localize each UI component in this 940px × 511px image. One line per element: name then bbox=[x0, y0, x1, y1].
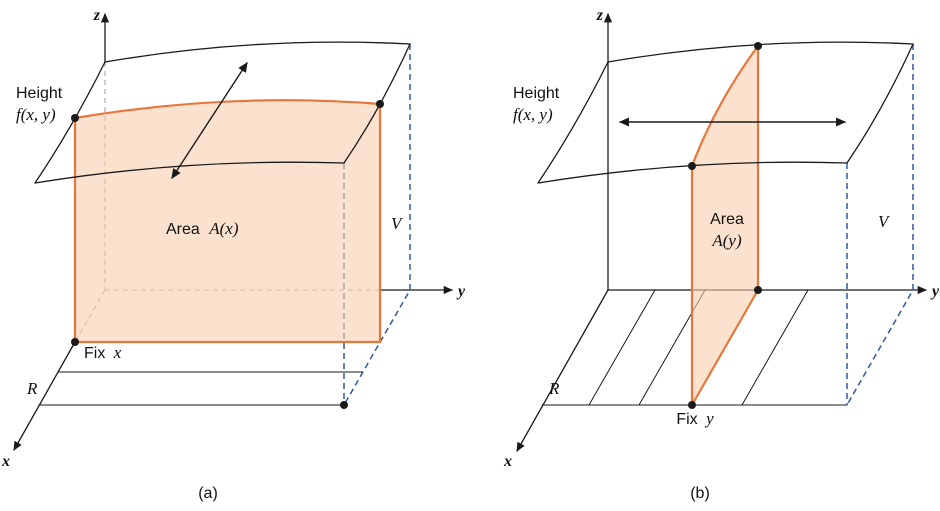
sweep-arrow-x bbox=[171, 62, 248, 179]
x-axis bbox=[516, 289, 609, 452]
fix-word: Fix bbox=[676, 411, 697, 428]
height-label: Height bbox=[16, 85, 63, 102]
volume-label: V bbox=[391, 214, 404, 233]
surface-left-curve bbox=[537, 61, 609, 184]
area-math: A(y) bbox=[711, 231, 742, 250]
height-function-label: f(x, y) bbox=[16, 105, 56, 124]
region-label: R bbox=[26, 379, 38, 398]
slice-corner-dot bbox=[376, 100, 384, 108]
fix-x-label: Fix x bbox=[84, 343, 122, 362]
panel-b: Height f(x, y) z y x Area A(y) V R Fix y… bbox=[503, 7, 940, 502]
height-function-label: f(x, y) bbox=[513, 105, 553, 124]
x-axis bbox=[13, 341, 76, 451]
area-label: Area A(x) bbox=[166, 219, 239, 238]
area-word: Area bbox=[166, 221, 200, 238]
fix-y-dot bbox=[688, 401, 696, 409]
x-axis-label: x bbox=[1, 453, 10, 470]
fix-math: y bbox=[704, 409, 714, 428]
region-label: R bbox=[548, 379, 560, 398]
region-corner-dot bbox=[340, 401, 348, 409]
region-grid-line bbox=[588, 289, 656, 406]
caption-b: (b) bbox=[690, 485, 710, 502]
panel-a: Height f(x, y) z y x Area A(x) V R Fix x… bbox=[1, 7, 466, 502]
surface-left-curve bbox=[34, 61, 106, 184]
area-word: Area bbox=[710, 211, 744, 228]
y-axis-label: y bbox=[456, 283, 466, 300]
slice-corner-dot bbox=[754, 42, 762, 50]
area-math: A(x) bbox=[208, 219, 239, 238]
x-axis-label: x bbox=[503, 453, 512, 470]
z-axis-label: z bbox=[93, 7, 101, 24]
slice-corner-dot bbox=[754, 286, 762, 294]
solid-back-right-edge bbox=[343, 44, 411, 406]
fix-y-label: Fix y bbox=[676, 409, 714, 428]
surface-right-curve bbox=[846, 43, 914, 164]
volume-label: V bbox=[878, 212, 891, 231]
z-axis-label: z bbox=[596, 7, 604, 24]
fix-math: x bbox=[113, 343, 122, 362]
slice-corner-dot bbox=[688, 162, 696, 170]
slice-corner-dot bbox=[71, 114, 79, 122]
height-label: Height bbox=[513, 85, 560, 102]
y-axis-label: y bbox=[930, 283, 940, 300]
surface-back-curve bbox=[104, 41, 411, 63]
fix-x-dot bbox=[71, 338, 79, 346]
solid-back-right-edge bbox=[846, 44, 914, 406]
fix-word: Fix bbox=[84, 345, 105, 362]
caption-a: (a) bbox=[198, 485, 218, 502]
region-grid-line bbox=[741, 289, 809, 406]
